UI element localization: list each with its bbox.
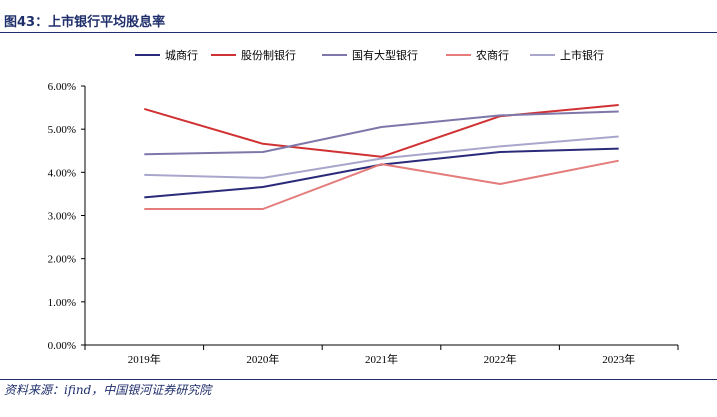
legend-label-1: 城商行 xyxy=(165,48,198,62)
legend: 城商行 股份制银行 国有大型银行 农商行 上市银行 xyxy=(135,48,604,62)
legend-label-4: 农商行 xyxy=(476,48,509,62)
line-chart: 城商行 股份制银行 国有大型银行 农商行 上市银行 0.00% 1.00% 2.00% 3.0… xyxy=(48,48,679,366)
y-tick-label: 6.00% xyxy=(48,81,76,93)
y-tick-label: 3.00% xyxy=(48,211,76,223)
figure-title: 图43：上市银行平均股息率 xyxy=(4,15,166,30)
y-tick-label: 4.00% xyxy=(48,167,76,179)
legend-label-3: 国有大型银行 xyxy=(352,48,418,62)
y-tick-label: 2.00% xyxy=(48,254,76,266)
y-tick-label: 5.00% xyxy=(48,124,76,136)
x-tick-label: 2019年 xyxy=(128,352,161,366)
x-tick-label: 2022年 xyxy=(484,352,517,366)
legend-label-2: 股份制银行 xyxy=(241,48,296,62)
legend-label-5: 上市银行 xyxy=(560,48,604,62)
title-divider xyxy=(0,32,717,33)
x-tick-label: 2020年 xyxy=(246,352,279,366)
y-tick-label: 1.00% xyxy=(48,297,76,309)
x-tick-label: 2023年 xyxy=(602,352,635,366)
chart-series xyxy=(144,104,619,210)
series-line-5 xyxy=(144,135,619,179)
figure-source: 资料来源：ifind，中国银河证券研究院 xyxy=(4,383,212,397)
series-line-4 xyxy=(144,159,619,210)
x-tick-label: 2021年 xyxy=(365,352,398,366)
y-tick-label: 0.00% xyxy=(48,340,76,352)
series-line-3 xyxy=(144,110,619,156)
chart-axes: 0.00% 1.00% 2.00% 3.00% 4.00% 5.00% 6.00% 2019年… xyxy=(48,81,679,366)
source-divider xyxy=(0,379,717,380)
series-line-2 xyxy=(144,104,619,158)
